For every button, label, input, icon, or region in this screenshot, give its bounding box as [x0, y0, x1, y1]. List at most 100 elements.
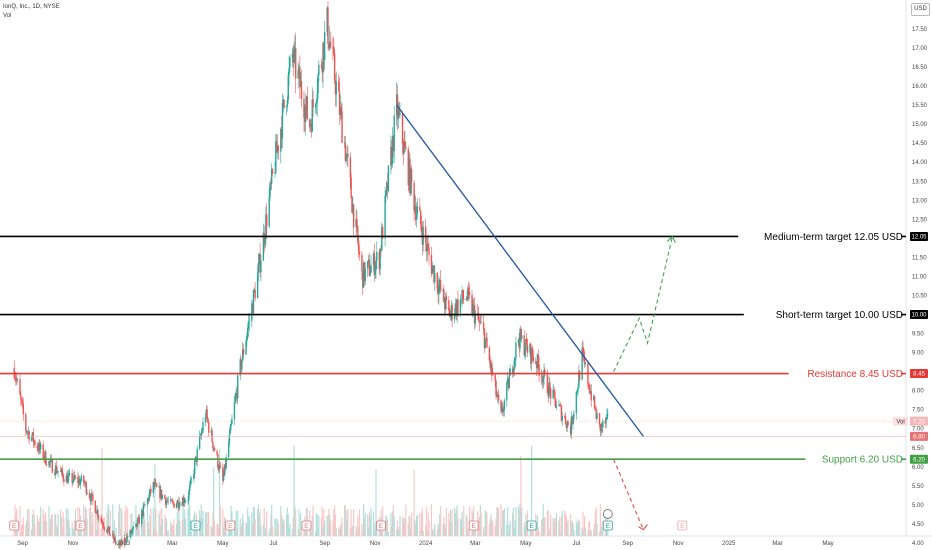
candle-body: [280, 128, 283, 139]
candle-body: [323, 42, 325, 61]
candle-body: [161, 495, 164, 499]
candle-body: [49, 461, 51, 463]
candle-body: [218, 467, 220, 470]
candle-body: [314, 104, 317, 108]
earnings-event-label: E: [680, 523, 685, 530]
candle-body: [577, 387, 579, 392]
candle-body: [569, 425, 572, 435]
candle-body: [30, 437, 33, 441]
candle-body: [463, 299, 465, 300]
volume-bar: [598, 531, 601, 536]
candle-body: [598, 413, 601, 425]
volume-bar: [101, 447, 103, 536]
candle-body: [20, 394, 22, 400]
volume-bar: [500, 504, 502, 536]
candle-body: [364, 268, 366, 281]
candle-body: [230, 423, 232, 426]
volume-bar: [404, 518, 406, 536]
candle-body: [564, 416, 566, 417]
candle-body: [130, 530, 132, 534]
candle-body: [193, 473, 195, 479]
volume-bar: [27, 521, 29, 536]
candle-body: [65, 475, 68, 482]
volume-bar: [309, 526, 312, 536]
volume-bar: [361, 524, 363, 536]
x-tick-label: 2025: [722, 541, 736, 547]
volume-bar: [297, 528, 299, 536]
candle-body: [387, 165, 390, 191]
candle-body: [309, 119, 311, 128]
earnings-event-label: E: [304, 523, 309, 530]
volume-bar: [218, 527, 220, 536]
volume-bar: [600, 527, 602, 536]
currency-button[interactable]: USD: [911, 3, 930, 16]
volume-bar: [518, 508, 520, 536]
candle-body: [125, 542, 127, 544]
candle-body: [155, 483, 158, 487]
volume-bar: [114, 531, 116, 536]
volume-bar: [555, 513, 558, 536]
volume-bar: [170, 521, 172, 536]
candle-body: [67, 476, 69, 484]
volume-bar: [165, 518, 167, 536]
candle-body: [391, 136, 394, 164]
candle-body: [132, 526, 135, 529]
candle-body: [511, 368, 514, 374]
candle-body: [206, 409, 208, 419]
candle-body: [60, 468, 63, 472]
volume-bar: [431, 529, 433, 536]
candle-body: [27, 431, 29, 433]
earnings-event-marker: [9, 520, 20, 531]
volume-bar: [343, 505, 346, 536]
candle-body: [490, 363, 492, 369]
volume-bar: [26, 520, 28, 536]
candle-body: [578, 371, 580, 388]
candle-body: [79, 481, 82, 485]
volume-bar: [401, 516, 404, 536]
level-price-tag: [910, 310, 928, 320]
volume-bar: [171, 524, 173, 536]
candle-body: [536, 354, 539, 369]
earnings-event-label: E: [379, 523, 384, 530]
candle-body: [207, 418, 209, 423]
volume-bar: [465, 514, 467, 536]
volume-bar: [50, 514, 53, 536]
candle-body: [270, 183, 272, 184]
candle-body: [141, 510, 143, 524]
candle-body: [572, 418, 574, 424]
candle-body: [443, 289, 445, 303]
candle-body: [450, 304, 453, 313]
earnings-event-label: E: [529, 523, 534, 530]
volume-bar: [503, 507, 505, 536]
volume-bar: [293, 444, 295, 536]
candle-body: [136, 523, 138, 527]
candle-body: [275, 141, 277, 173]
volume-bar: [60, 516, 63, 536]
candle-body: [519, 329, 521, 349]
volume-bar: [372, 511, 375, 536]
volume-bar: [514, 520, 516, 536]
candle-body: [439, 279, 442, 291]
volume-bar: [455, 509, 457, 536]
candle-body: [329, 41, 332, 48]
volume-bar: [375, 469, 377, 536]
candle-body: [103, 527, 106, 530]
candle-body: [25, 414, 27, 431]
volume-bar: [569, 514, 572, 536]
volume-bar: [323, 509, 325, 536]
y-tick-label: 4.00: [912, 541, 924, 547]
candle-body: [208, 422, 210, 433]
candle-body: [90, 493, 92, 502]
candle-body: [506, 378, 509, 383]
volume-bar: [575, 521, 577, 536]
candle-body: [107, 528, 109, 533]
volume-bar: [596, 523, 598, 536]
x-tick-label: May: [822, 541, 833, 547]
candle-body: [173, 503, 175, 508]
candle-body: [227, 443, 230, 458]
x-tick-label: Sep: [319, 541, 330, 547]
volume-bar: [63, 518, 65, 536]
candle-body: [56, 471, 58, 474]
level-price-tag-text: 10.00: [911, 313, 927, 319]
candle-body: [285, 106, 288, 108]
